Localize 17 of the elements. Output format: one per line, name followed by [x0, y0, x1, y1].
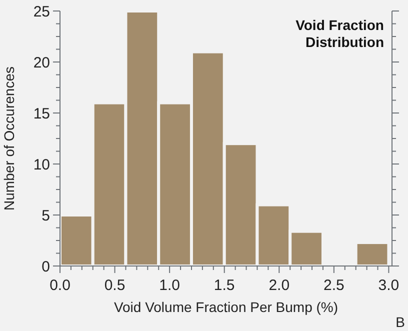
x-tick-label: 0.5: [104, 277, 126, 294]
x-tick-label: 3.0: [378, 277, 400, 294]
y-tick-label: 25: [33, 3, 50, 20]
text: Void Fraction Distribution: [296, 17, 384, 50]
y-tick-label: 5: [42, 207, 50, 224]
x-tick-label: 0.0: [50, 277, 70, 294]
y-axis-title: Number of Occurences: [1, 66, 17, 210]
x-tick-label: 2.5: [324, 277, 344, 294]
y-tick-label: 10: [33, 156, 50, 174]
text: B: [396, 314, 405, 330]
y-tick-label: 15: [33, 105, 50, 122]
x-tick-label: 1.0: [159, 277, 180, 294]
y-tick-label: 20: [33, 54, 50, 72]
y-tick-label: 0: [42, 258, 50, 276]
x-tick-label: 1.5: [214, 277, 235, 294]
x-tick-label: 2.0: [268, 277, 290, 294]
x-axis-title: Void Volume Fraction Per Bump (%): [114, 299, 338, 315]
